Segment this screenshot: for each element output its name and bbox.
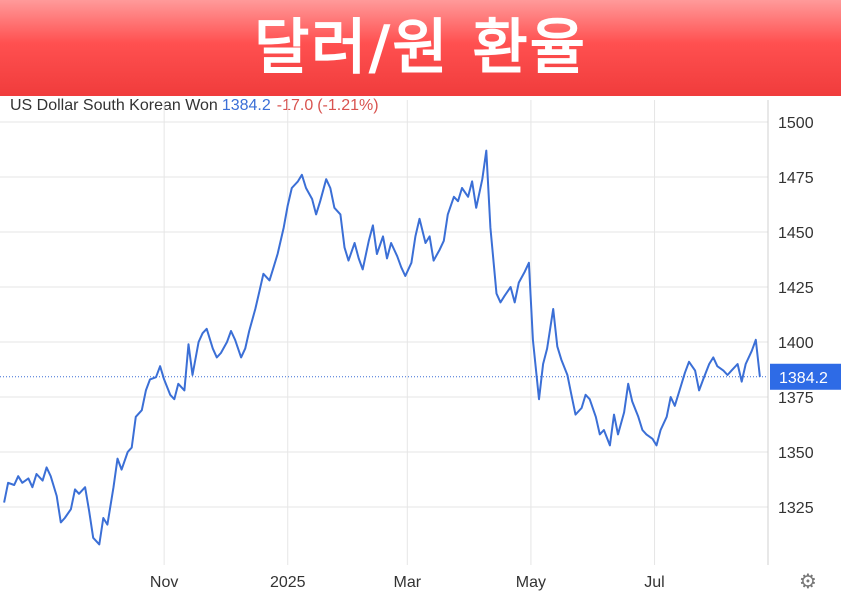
y-tick-label: 1450 — [778, 225, 814, 242]
x-tick-label: Mar — [394, 574, 422, 591]
last-value-label-text: 1384.2 — [779, 370, 828, 387]
y-tick-label: 1500 — [778, 115, 814, 132]
y-tick-label: 1375 — [778, 390, 814, 407]
last-value-label: 1384.2 — [770, 363, 841, 390]
x-tick-label: Nov — [150, 574, 178, 591]
current-price: 1384.2 — [221, 97, 271, 114]
grid-lines — [0, 100, 769, 565]
y-tick-label: 1350 — [778, 445, 814, 462]
x-tick-label: May — [516, 574, 546, 591]
chart-header: US Dollar South Korean Won 1384.2 -17.0 (-1… — [10, 96, 379, 116]
x-tick-label: 2025 — [270, 574, 306, 591]
gear-icon[interactable]: ⚙ — [799, 569, 817, 593]
x-axis: Nov 2025 Mar May Jul — [150, 574, 665, 591]
y-tick-label: 1325 — [778, 500, 814, 517]
y-tick-label: 1475 — [778, 170, 814, 187]
y-tick-label: 1400 — [778, 335, 814, 352]
series-line — [3, 149, 761, 546]
last-value-label-bg — [770, 363, 841, 390]
banner-title: 달러/원 환율 — [254, 13, 587, 83]
y-tick-label: 1425 — [778, 280, 814, 297]
price-change: -17.0 — [276, 97, 314, 114]
x-tick-label: Jul — [644, 574, 664, 591]
y-axis: 1325 1350 1375 1400 1425 1450 1475 1500 — [778, 115, 814, 517]
title-banner: 달러/원 환율 — [0, 0, 841, 96]
instrument-name: US Dollar South Korean Won — [10, 97, 218, 114]
price-change-percent: (-1.21%) — [317, 97, 379, 114]
